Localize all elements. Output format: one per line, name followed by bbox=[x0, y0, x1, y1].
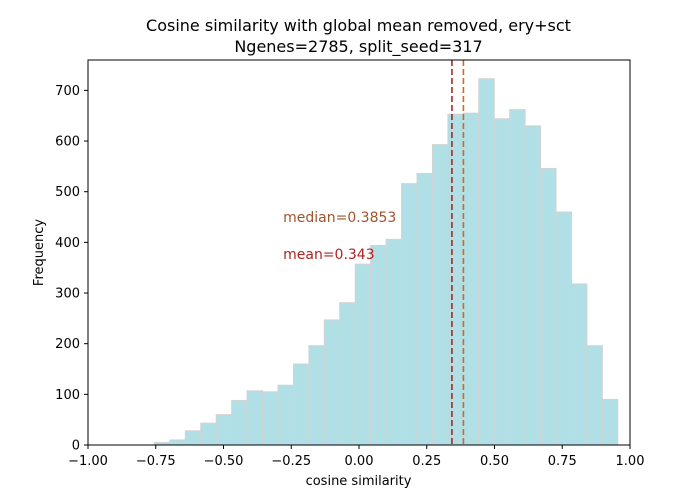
histogram-bar bbox=[524, 125, 542, 446]
histogram-bar bbox=[200, 422, 217, 446]
chart-title-line1: Cosine similarity with global mean remov… bbox=[146, 16, 571, 35]
histogram-bar bbox=[262, 391, 279, 446]
histogram-bar bbox=[570, 283, 588, 446]
histogram-bar bbox=[277, 384, 294, 446]
histogram-bar bbox=[184, 430, 202, 446]
histogram-bar bbox=[478, 78, 495, 446]
x-tick-label: −0.50 bbox=[204, 454, 244, 469]
histogram-bar bbox=[493, 118, 511, 446]
y-tick-label: 100 bbox=[55, 388, 80, 403]
histogram-bar bbox=[354, 263, 372, 446]
y-tick-label: 200 bbox=[55, 337, 80, 352]
histogram-bar bbox=[231, 399, 248, 446]
y-tick-label: 400 bbox=[55, 236, 80, 251]
x-tick-label: −0.75 bbox=[136, 454, 176, 469]
x-axis-label: cosine similarity bbox=[306, 474, 412, 489]
histogram-bar bbox=[370, 244, 387, 446]
x-tick-label: 1.00 bbox=[616, 454, 645, 469]
histogram-bar bbox=[246, 390, 264, 446]
title: Cosine similarity with global mean remov… bbox=[146, 16, 571, 57]
y-axis-label: Frequency bbox=[32, 219, 47, 286]
histogram-bar bbox=[601, 398, 619, 446]
stat-lines bbox=[451, 60, 465, 445]
y-axis: 0 100 200 300 400 500 600 700 bbox=[55, 84, 88, 454]
histogram-bar bbox=[540, 167, 557, 446]
x-tick-label: 0.50 bbox=[480, 454, 509, 469]
histogram-bar bbox=[385, 238, 403, 446]
histogram-bar bbox=[462, 112, 480, 446]
x-tick-label: −1.00 bbox=[68, 454, 108, 469]
x-tick-label: 0.25 bbox=[412, 454, 441, 469]
chart-title-line2: Ngenes=2785, split_seed=317 bbox=[234, 37, 482, 57]
x-axis: −1.00 −0.75 −0.50 −0.25 0.00 0.25 0.50 0.75 1.00 bbox=[68, 445, 644, 469]
histogram-bar bbox=[308, 345, 325, 446]
histogram-bar bbox=[586, 345, 603, 446]
y-tick-label: 0 bbox=[72, 439, 80, 454]
histogram-bar bbox=[447, 113, 464, 446]
histogram-bar bbox=[323, 319, 341, 446]
y-tick-label: 500 bbox=[55, 185, 80, 200]
y-tick-label: 300 bbox=[55, 287, 80, 302]
x-tick-label: 0.75 bbox=[548, 454, 577, 469]
stat-annotations: median=0.3853 mean=0.343 bbox=[283, 210, 396, 263]
histogram-bar bbox=[169, 439, 186, 446]
histogram-bar bbox=[431, 144, 449, 446]
histogram-bar bbox=[215, 414, 233, 446]
y-tick-label: 700 bbox=[55, 84, 80, 99]
histogram-bar bbox=[509, 109, 526, 446]
x-tick-label: −0.25 bbox=[271, 454, 311, 469]
mean-label: mean=0.343 bbox=[283, 247, 375, 263]
x-tick-label: 0.00 bbox=[345, 454, 374, 469]
histogram-bar bbox=[555, 211, 572, 446]
histogram-bar bbox=[401, 183, 418, 446]
histogram-bar bbox=[416, 172, 433, 446]
histogram-bar bbox=[292, 363, 310, 446]
median-label: median=0.3853 bbox=[283, 210, 396, 226]
histogram-bar bbox=[339, 302, 356, 446]
histogram-bars bbox=[153, 78, 619, 446]
y-tick-label: 600 bbox=[55, 135, 80, 150]
